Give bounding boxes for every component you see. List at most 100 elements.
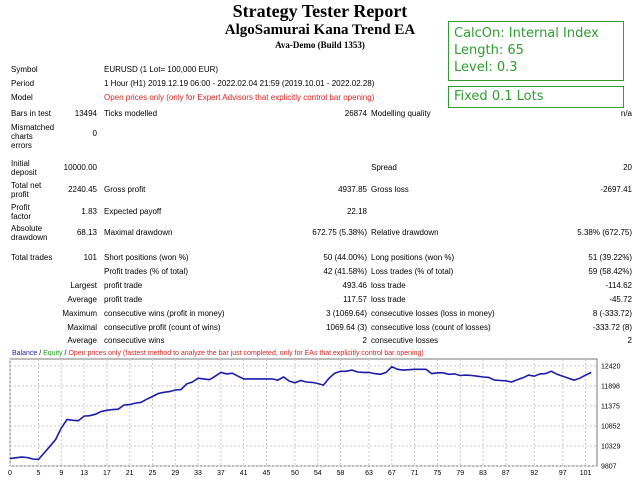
x-tick-label: 79 — [456, 470, 464, 477]
period-label: Period — [11, 79, 35, 88]
average-label: Average — [67, 295, 97, 304]
trades-value: 101 — [83, 253, 97, 262]
largest-loss-value: -114.62 — [605, 281, 632, 290]
x-tick-label: 21 — [126, 470, 134, 477]
absdd-value: 68.13 — [76, 228, 97, 237]
largest-profit-label: profit trade — [104, 281, 143, 290]
spread-label: Spread — [371, 163, 397, 172]
reldd-value: 5.38% (672.75) — [577, 228, 632, 237]
avg-cons-losses-value: 2 — [627, 336, 632, 345]
x-tick-label: 17 — [103, 470, 111, 477]
x-tick-label: 41 — [240, 470, 248, 477]
x-tick-label: 13 — [80, 470, 88, 477]
trades-label: Total trades — [11, 253, 53, 262]
report-subtitle: AlgoSamurai Kana Trend EA — [224, 22, 416, 38]
y-tick-label: 9807 — [601, 464, 617, 471]
maximal-profit-value: 1069.64 (3) — [326, 323, 367, 332]
x-tick-label: 5 — [37, 470, 41, 477]
symbol-value: EURUSD (1 Lot= 100,000 EUR) — [104, 65, 219, 74]
x-tick-label: 71 — [411, 470, 419, 477]
avg-cons-losses-label: consecutive losses — [371, 336, 439, 345]
absdd-label-2: drawdown — [11, 233, 48, 242]
short-value: 50 (44.00%) — [323, 253, 367, 262]
legend-model-note: Open prices only (fastest method to anal… — [68, 350, 423, 357]
deposit-value: 10000.00 — [63, 163, 97, 172]
chart-grid — [9, 359, 597, 467]
absdd-label-1: Absolute — [11, 224, 43, 233]
legend-balance: Balance — [12, 350, 37, 357]
loss-trades-value: 59 (58.42%) — [588, 267, 632, 276]
balance-series-line — [9, 365, 592, 461]
settings-callout: CalcOn: Internal Index Length: 65 Level:… — [448, 21, 624, 81]
grossprofit-value: 4937.85 — [338, 185, 367, 194]
deposit-label-1: Initial — [11, 159, 30, 168]
x-tick-label: 63 — [365, 470, 373, 477]
mismatch-label-3: errors — [11, 141, 32, 150]
grossprofit-label: Gross profit — [104, 185, 146, 194]
x-tick-label: 75 — [434, 470, 442, 477]
maxdd-label: Maximal drawdown — [104, 228, 173, 237]
pf-label-1: Profit — [11, 203, 30, 212]
maximum-label: Maximum — [62, 309, 97, 318]
x-tick-label: 97 — [559, 470, 567, 477]
netprofit-label-1: Total net — [11, 181, 42, 190]
long-value: 51 (39.22%) — [588, 253, 632, 262]
average-loss-label: loss trade — [371, 295, 406, 304]
x-axis-ticks: 0 5 9 13 17 21 25 29 33 37 41 45 50 54 58 63 67 71 75 79 83 8… — [8, 470, 591, 477]
expected-label: Expected payoff — [104, 207, 162, 216]
x-tick-label: 0 — [8, 470, 12, 477]
largest-profit-value: 493.46 — [342, 281, 367, 290]
netprofit-label-2: profit — [11, 190, 29, 199]
maximal-loss-value: -333.72 (8) — [592, 323, 632, 332]
ticks-value: 26874 — [344, 109, 367, 118]
max-cons-wins-label: consecutive wins (profit in money) — [104, 309, 225, 318]
mismatch-value: 0 — [92, 129, 97, 138]
x-tick-label: 50 — [291, 470, 299, 477]
expected-value: 22.18 — [346, 207, 367, 216]
profit-trades-label: Profit trades (% of total) — [104, 267, 189, 276]
max-cons-losses-label: consecutive losses (loss in money) — [371, 309, 495, 318]
report-title: Strategy Tester Report — [232, 1, 408, 21]
largest-loss-label: loss trade — [371, 281, 406, 290]
grossloss-label: Gross loss — [371, 185, 409, 194]
average-profit-value: 117.57 — [343, 295, 367, 304]
ticks-label: Ticks modelled — [104, 109, 158, 118]
mismatch-label-2: charts — [11, 132, 33, 141]
bars-label: Bars in test — [11, 109, 52, 118]
quality-value: n/a — [620, 109, 632, 118]
x-tick-label: 25 — [149, 470, 157, 477]
long-label: Long positions (won %) — [371, 253, 455, 262]
max-cons-losses-value: 8 (-333.72) — [592, 309, 632, 318]
average2-label: Average — [67, 336, 97, 345]
maximal-profit-label: consecutive profit (count of wins) — [104, 323, 221, 332]
y-tick-label: 12420 — [601, 363, 621, 370]
y-tick-label: 11375 — [601, 403, 620, 410]
quality-label: Modelling quality — [371, 109, 431, 118]
x-tick-label: 101 — [580, 470, 592, 477]
period-value: 1 Hour (H1) 2019.12.19 06:00 - 2022.02.0… — [104, 79, 375, 88]
legend-equity: Equity — [43, 350, 63, 357]
reldd-label: Relative drawdown — [371, 228, 439, 237]
x-tick-label: 92 — [530, 470, 538, 477]
profit-trades-value: 42 (41.58%) — [323, 267, 367, 276]
maximal-label: Maximal — [67, 323, 97, 332]
model-label: Model — [11, 93, 33, 102]
y-tick-label: 11898 — [601, 383, 620, 390]
pf-label-2: factor — [11, 212, 32, 221]
x-tick-label: 9 — [59, 470, 63, 477]
x-tick-label: 33 — [194, 470, 202, 477]
pf-value: 1.83 — [81, 207, 97, 216]
x-tick-label: 45 — [263, 470, 271, 477]
symbol-label: Symbol — [11, 65, 38, 74]
chart-frame — [9, 358, 598, 467]
max-cons-wins-value: 3 (1069.64) — [326, 309, 367, 318]
x-tick-label: 37 — [217, 470, 225, 477]
legend-separator: / — [63, 350, 69, 357]
largest-label: Largest — [70, 281, 97, 290]
lots-callout: Fixed 0.1 Lots — [448, 86, 624, 108]
x-tick-label: 29 — [171, 470, 179, 477]
loss-trades-label: Loss trades (% of total) — [371, 267, 454, 276]
x-tick-label: 87 — [502, 470, 510, 477]
balance-chart: Balance / Equity / Open prices only (fas… — [8, 345, 640, 480]
short-label: Short positions (won %) — [104, 253, 189, 262]
